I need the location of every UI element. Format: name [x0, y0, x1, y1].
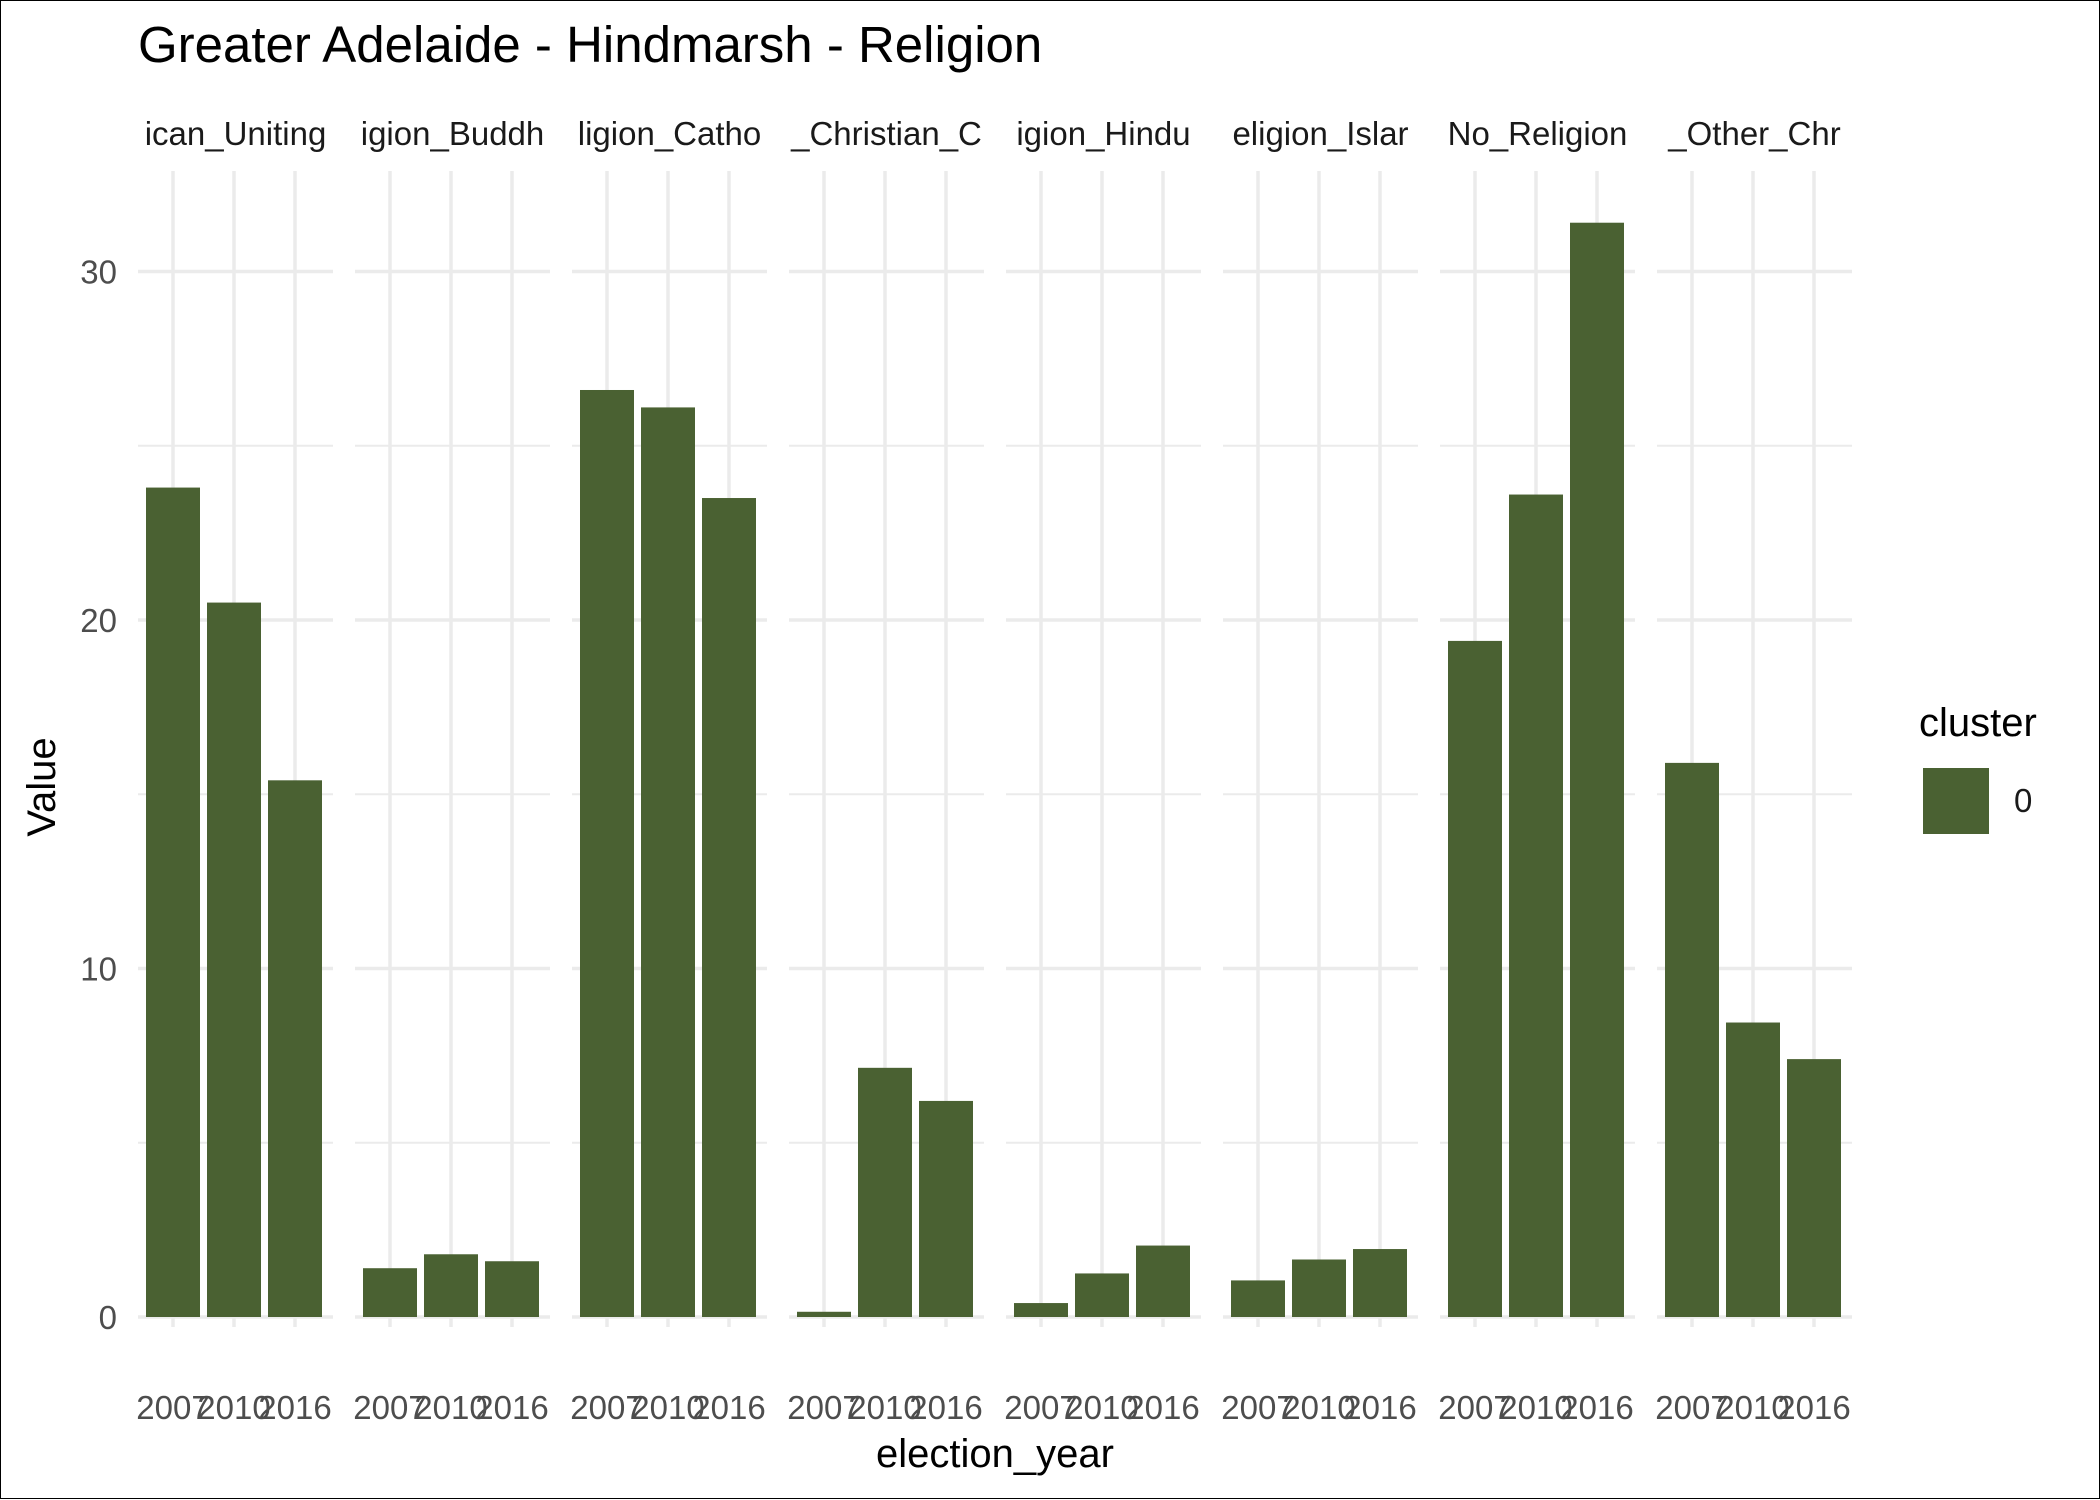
- bar: [1665, 762, 1719, 1317]
- bars-layer: [146, 222, 1841, 1318]
- x-tick-label: 2007: [787, 1389, 860, 1426]
- facet-strip-label: igion_Buddh: [361, 115, 545, 152]
- bar: [1014, 1303, 1068, 1317]
- bar: [1353, 1249, 1407, 1317]
- x-tick-label: 2007: [136, 1389, 209, 1426]
- x-tick-label: 2016: [692, 1389, 765, 1426]
- x-tick-label: 2016: [1126, 1389, 1199, 1426]
- bar: [363, 1268, 417, 1317]
- x-tick-label: 2016: [1343, 1389, 1416, 1426]
- x-tick-label: 2016: [909, 1389, 982, 1426]
- x-tick-label: 2007: [353, 1389, 426, 1426]
- bar: [485, 1261, 539, 1317]
- legend-title: cluster: [1919, 701, 2037, 745]
- facet-strip-label: _Other_Chr: [1667, 115, 1840, 152]
- y-tick-label: 30: [80, 254, 117, 291]
- facet-strip-label: igion_Hindu: [1016, 115, 1190, 152]
- bar: [1448, 640, 1502, 1317]
- bar: [1075, 1273, 1129, 1317]
- x-tick-label: 2007: [1655, 1389, 1728, 1426]
- bar: [1136, 1245, 1190, 1317]
- x-tick-label: 2010: [197, 1389, 270, 1426]
- facet-strip-label: ligion_Catho: [578, 115, 761, 152]
- bar: [1570, 222, 1624, 1318]
- x-tick-label: 2016: [1777, 1389, 1850, 1426]
- bar: [858, 1067, 912, 1317]
- x-tick-label: 2016: [258, 1389, 331, 1426]
- bar: [1292, 1259, 1346, 1317]
- x-tick-label: 2007: [1438, 1389, 1511, 1426]
- bar: [919, 1100, 973, 1317]
- bar: [797, 1311, 851, 1317]
- chart-title: Greater Adelaide - Hindmarsh - Religion: [138, 16, 1042, 73]
- x-tick-label: 2016: [1560, 1389, 1633, 1426]
- legend: cluster 0: [1919, 701, 2037, 834]
- legend-key: [1923, 768, 1989, 834]
- bar: [641, 407, 695, 1317]
- bar: [424, 1254, 478, 1317]
- x-tick-label: 2010: [848, 1389, 921, 1426]
- bar: [207, 602, 261, 1317]
- bar: [1787, 1059, 1841, 1317]
- y-tick-label: 0: [99, 1299, 117, 1336]
- bar: [1509, 494, 1563, 1317]
- x-tick-label: 2016: [475, 1389, 548, 1426]
- x-tick-label: 2010: [1282, 1389, 1355, 1426]
- x-tick-label: 2010: [1499, 1389, 1572, 1426]
- labels-layer: 0102030ican_Uniting200720102016igion_Bud…: [80, 115, 1850, 1426]
- x-tick-label: 2007: [1004, 1389, 1077, 1426]
- y-axis-title: Value: [20, 737, 64, 836]
- bar: [702, 498, 756, 1317]
- bar: [1726, 1022, 1780, 1317]
- bar: [146, 487, 200, 1317]
- x-tick-label: 2010: [1716, 1389, 1789, 1426]
- bar: [580, 389, 634, 1317]
- bar: [1231, 1280, 1285, 1317]
- facet-strip-label: No_Religion: [1448, 115, 1628, 152]
- facet-strip-label: ican_Uniting: [145, 115, 327, 152]
- facet-strip-label: eligion_Islar: [1232, 115, 1408, 152]
- x-axis-title: election_year: [876, 1432, 1114, 1476]
- x-tick-label: 2010: [414, 1389, 487, 1426]
- legend-label: 0: [2014, 782, 2032, 819]
- x-tick-label: 2007: [1221, 1389, 1294, 1426]
- x-tick-label: 2007: [570, 1389, 643, 1426]
- x-tick-label: 2010: [1065, 1389, 1138, 1426]
- bar: [268, 780, 322, 1317]
- x-tick-label: 2010: [631, 1389, 704, 1426]
- y-tick-label: 10: [80, 951, 117, 988]
- y-tick-label: 20: [80, 602, 117, 639]
- facet-strip-label: _Christian_C: [790, 115, 982, 152]
